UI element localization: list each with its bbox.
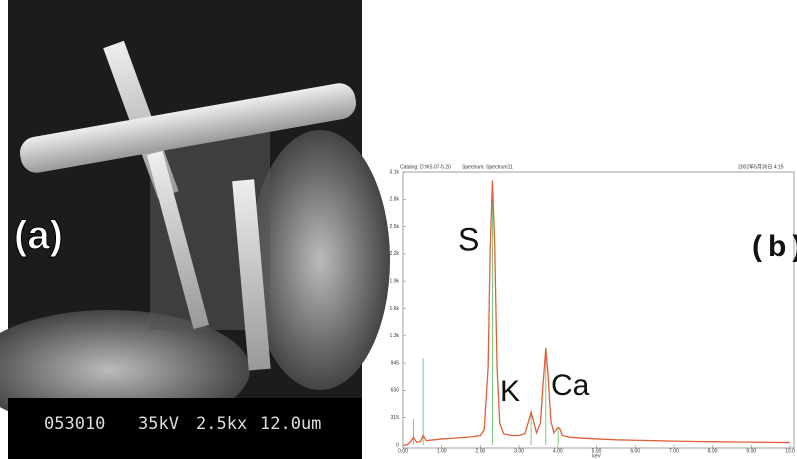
x-tick-label: 7.00 [669, 448, 679, 454]
x-tick-label: 2.00 [476, 448, 486, 454]
y-tick-label: 945 [391, 360, 400, 366]
figure: (a) 053010 35kV 2.5kx 12.0um Catalog: D:… [0, 0, 797, 459]
y-tick-label: 2.5k [390, 224, 400, 230]
y-tick-label: 2.8k [390, 197, 400, 203]
y-tick-label: 3.1k [390, 169, 400, 175]
x-tick-label: 4.00 [553, 448, 563, 454]
y-tick-label: 1.9k [390, 279, 400, 285]
scale-text: 12.0um [260, 414, 321, 434]
panel-label: (b) [752, 230, 797, 263]
spectrum-line [403, 181, 790, 445]
header-text: Spectrum: Spectrum11 [462, 164, 513, 170]
x-tick-label: 3.00 [514, 448, 524, 454]
figure-svg: (a) 053010 35kV 2.5kx 12.0um Catalog: D:… [0, 0, 797, 459]
y-tick-label: 2.2k [390, 251, 400, 257]
header-text: Catalog: D:\K5.07-5.20 [400, 164, 451, 170]
x-axis-label: keV [592, 453, 601, 459]
y-tick-label: 1.3k [390, 333, 400, 339]
x-tick-label: 1.00 [437, 448, 447, 454]
peak-label: S [458, 221, 479, 257]
x-tick-label: 8.00 [708, 448, 718, 454]
scale-text: 35kV [138, 414, 179, 434]
plot-frame [403, 172, 794, 448]
y-tick-label: 315 [391, 415, 400, 421]
x-tick-label: 6.00 [630, 448, 640, 454]
scale-text: 2.5kx [196, 414, 247, 434]
panel-label: (a) [14, 214, 63, 258]
peak-label: Ca [551, 369, 590, 402]
peak-label: K [500, 375, 520, 408]
header-text: 2002年5月30日 4:15 [738, 163, 784, 170]
spectrum-chart: Catalog: D:\K5.07-5.20 Spectrum: Spectrum… [390, 163, 797, 459]
x-tick-label: 9.00 [746, 448, 756, 454]
x-tick-label: 10.0 [785, 448, 795, 454]
scale-text: 053010 [44, 414, 105, 434]
y-tick-label: 1.6k [390, 306, 400, 312]
y-tick-label: 630 [391, 388, 400, 394]
x-tick-label: 0.00 [398, 448, 408, 454]
